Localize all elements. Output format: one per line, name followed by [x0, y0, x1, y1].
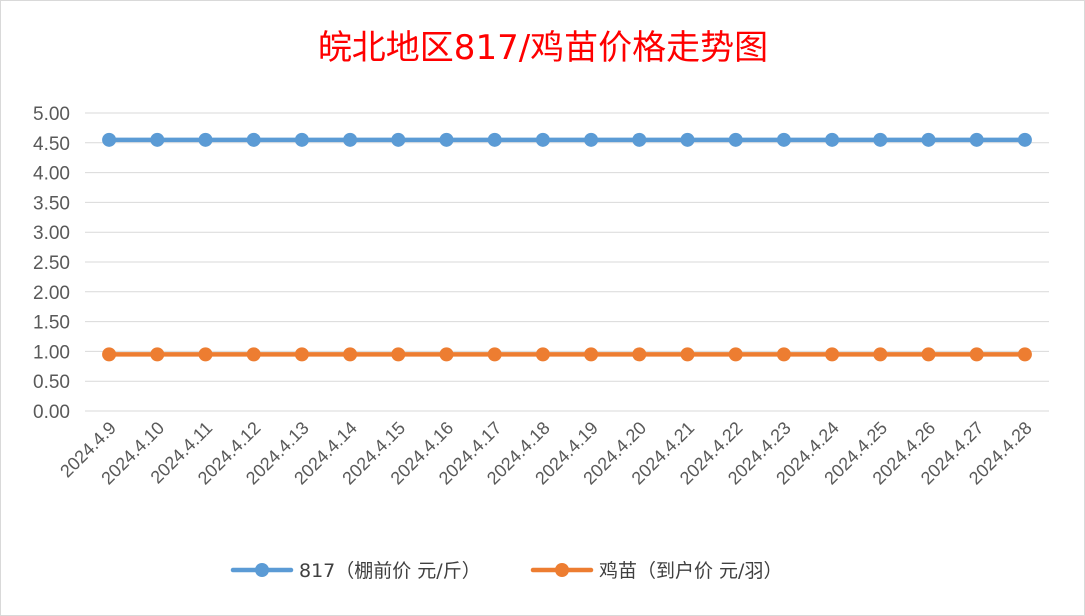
- data-point: [391, 132, 406, 147]
- data-point: [150, 132, 165, 147]
- data-point: [969, 347, 984, 362]
- legend-marker: [555, 563, 569, 577]
- y-tick-label: 4.00: [33, 164, 70, 185]
- data-point: [921, 132, 936, 147]
- data-point: [825, 132, 840, 147]
- data-point: [246, 132, 261, 147]
- y-tick-label: 1.00: [33, 342, 70, 363]
- legend-marker: [255, 563, 269, 577]
- data-point: [439, 347, 454, 362]
- data-point: [584, 347, 599, 362]
- series-2: [102, 347, 1032, 362]
- data-point: [294, 132, 309, 147]
- data-point: [825, 347, 840, 362]
- data-point: [1017, 347, 1032, 362]
- y-tick-label: 5.00: [33, 104, 70, 125]
- data-point: [535, 132, 550, 147]
- data-point: [632, 132, 647, 147]
- legend-item: 鸡苗（到户价 元/羽）: [530, 560, 782, 582]
- data-point: [198, 132, 213, 147]
- data-point: [584, 132, 599, 147]
- data-point: [150, 347, 165, 362]
- data-point: [921, 347, 936, 362]
- data-point: [102, 132, 117, 147]
- y-tick-label: 2.50: [33, 253, 70, 274]
- data-point: [1017, 132, 1032, 147]
- legend-item: 817（棚前价 元/斤）: [230, 560, 481, 582]
- data-point: [873, 347, 888, 362]
- data-point: [680, 132, 695, 147]
- data-point: [728, 347, 743, 362]
- y-tick-label: 2.00: [33, 283, 70, 304]
- data-point: [487, 347, 502, 362]
- data-point: [294, 347, 309, 362]
- data-point: [102, 347, 117, 362]
- y-tick-label: 1.50: [33, 313, 70, 334]
- data-point: [439, 132, 454, 147]
- data-point: [969, 132, 984, 147]
- y-tick-label: 3.00: [33, 223, 70, 244]
- series-1: [102, 132, 1032, 147]
- y-tick-label: 4.50: [33, 134, 70, 155]
- y-tick-label: 3.50: [33, 193, 70, 214]
- data-point: [632, 347, 647, 362]
- legend-label: 817（棚前价 元/斤）: [299, 560, 481, 582]
- y-tick-label: 0.00: [33, 402, 70, 423]
- y-axis-ticks: 0.00 0.50 1.00 1.50 2.00 2.50 3.00 3.50 4.00 4.50…: [33, 104, 70, 423]
- data-point: [776, 347, 791, 362]
- data-point: [246, 347, 261, 362]
- data-point: [776, 132, 791, 147]
- data-point: [391, 347, 406, 362]
- data-point: [198, 347, 213, 362]
- series-layer: [102, 132, 1032, 362]
- data-point: [487, 132, 502, 147]
- data-point: [535, 347, 550, 362]
- data-point: [728, 132, 743, 147]
- gridlines: [85, 112, 1049, 412]
- legend-label: 鸡苗（到户价 元/羽）: [599, 560, 782, 582]
- legend: 817（棚前价 元/斤） 鸡苗（到户价 元/羽）: [230, 560, 782, 582]
- x-axis-ticks: 2024.4.92024.4.102024.4.112024.4.122024.…: [56, 418, 1035, 489]
- data-point: [680, 347, 695, 362]
- y-tick-label: 0.50: [33, 372, 70, 393]
- data-point: [343, 347, 358, 362]
- data-point: [873, 132, 888, 147]
- chart-title: 皖北地区817/鸡苗价格走势图: [318, 28, 768, 68]
- data-point: [343, 132, 358, 147]
